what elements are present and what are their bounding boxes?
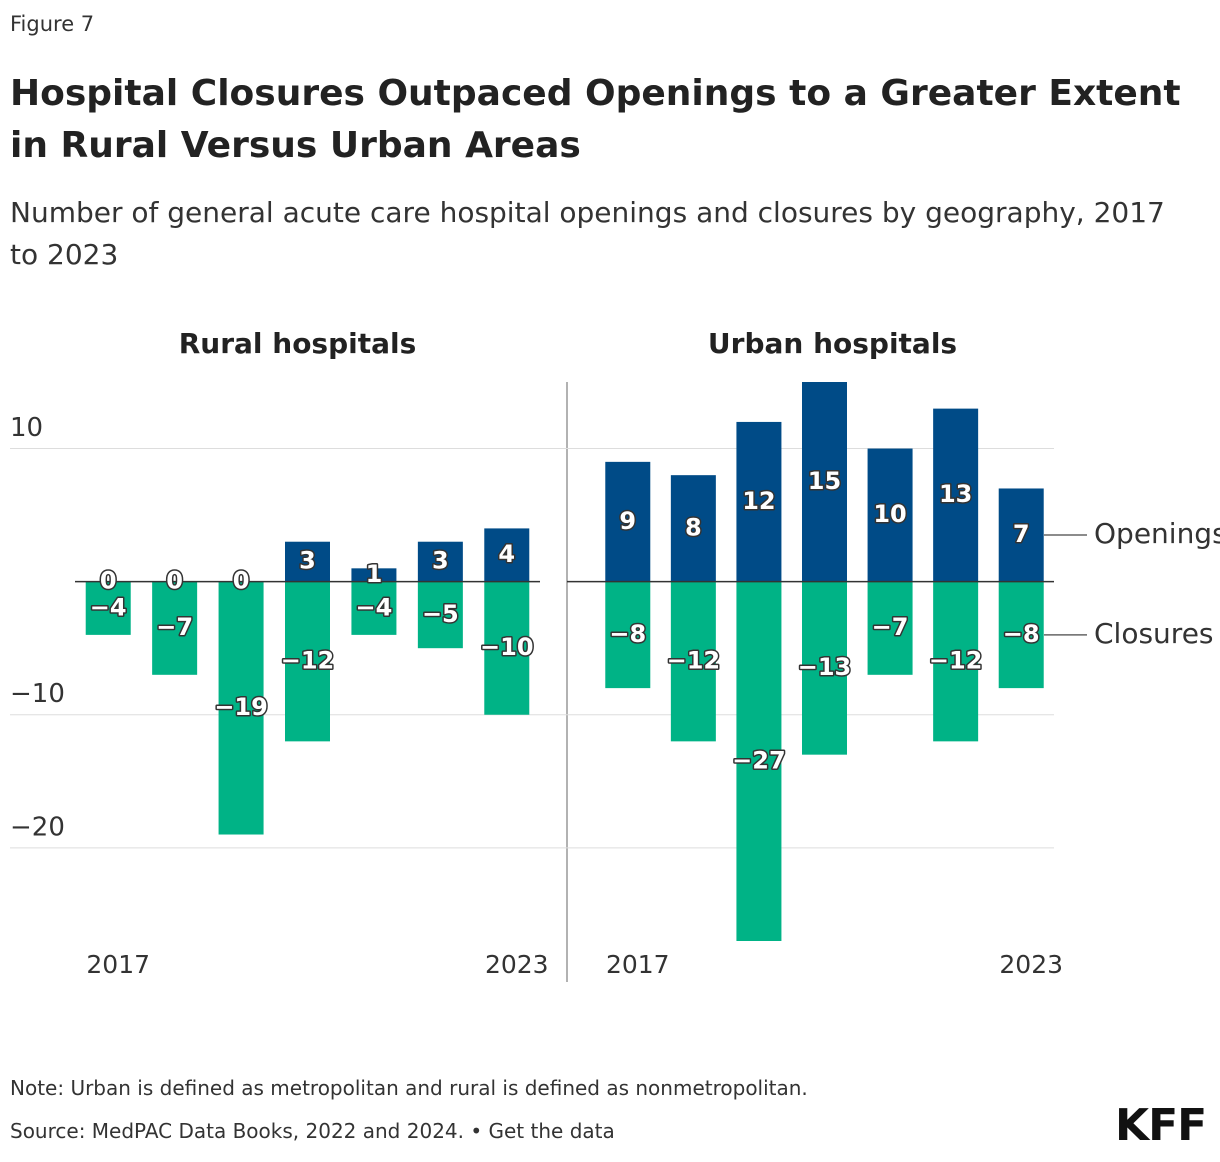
bar <box>802 382 847 582</box>
legend-label: Openings <box>1094 517 1220 550</box>
data-label: 0 <box>233 567 250 595</box>
x-tick-label: 2023 <box>485 950 549 979</box>
bar <box>670 581 716 742</box>
y-tick-label: −20 <box>10 812 65 842</box>
logo: KFF <box>1115 1100 1207 1151</box>
x-tick-label: 2023 <box>999 950 1063 979</box>
bar <box>998 581 1044 689</box>
x-tick-label: 2017 <box>86 950 150 979</box>
bar <box>417 541 463 582</box>
bar <box>285 581 330 742</box>
bar <box>736 421 782 582</box>
data-label: −8 <box>609 620 646 648</box>
bar <box>85 581 131 635</box>
data-label: −8 <box>1003 620 1040 648</box>
bar <box>351 581 397 635</box>
data-label: −7 <box>156 613 193 641</box>
data-label: −12 <box>929 647 983 675</box>
data-label: 7 <box>1013 520 1030 548</box>
panel-title: Urban hospitals <box>708 327 957 360</box>
data-label: −27 <box>732 746 786 774</box>
bar <box>484 581 530 715</box>
bar <box>605 461 651 582</box>
bar <box>867 581 913 675</box>
y-tick-label: −10 <box>10 679 65 709</box>
data-label: 3 <box>432 547 449 575</box>
panel-title: Rural hospitals <box>179 327 417 360</box>
data-label: −12 <box>667 647 721 675</box>
data-label: 12 <box>742 487 775 515</box>
bar <box>285 541 330 582</box>
data-label: 10 <box>873 500 906 528</box>
legend-label: Closures <box>1094 617 1214 650</box>
bar <box>670 475 716 582</box>
title: Hospital Closures Outpaced Openings to a… <box>10 73 1181 166</box>
bar <box>417 581 463 649</box>
source: Source: MedPAC Data Books, 2022 and 2024… <box>10 1119 615 1143</box>
data-label: −13 <box>798 653 852 681</box>
x-tick-label: 2017 <box>606 950 670 979</box>
bar <box>605 581 651 689</box>
figure-label: Figure 7 <box>10 12 95 36</box>
data-label: 15 <box>808 467 841 495</box>
data-label: −10 <box>480 633 534 661</box>
data-label: −7 <box>872 613 909 641</box>
data-label: 1 <box>366 560 383 588</box>
data-label: −5 <box>422 600 459 628</box>
bar <box>998 488 1044 582</box>
data-label: 3 <box>299 547 316 575</box>
bar <box>933 408 979 582</box>
bar <box>867 448 913 582</box>
bar <box>152 581 198 675</box>
data-label: 0 <box>166 567 183 595</box>
bar <box>218 581 264 835</box>
bar <box>736 581 782 941</box>
note: Note: Urban is defined as metropolitan a… <box>10 1076 808 1100</box>
data-label: −4 <box>356 593 393 621</box>
data-label: 0 <box>100 567 117 595</box>
data-label: −4 <box>90 593 127 621</box>
bar <box>933 581 979 742</box>
y-tick-label: 10 <box>10 413 43 443</box>
bar <box>351 568 397 582</box>
data-label: −19 <box>214 693 268 721</box>
data-label: 13 <box>939 480 972 508</box>
bar <box>484 528 530 582</box>
data-label: −12 <box>281 647 335 675</box>
data-label: 8 <box>685 513 702 541</box>
data-label: 9 <box>619 507 636 535</box>
data-label: 4 <box>498 540 515 568</box>
subtitle: Number of general acute care hospital op… <box>10 196 1165 271</box>
bar <box>802 581 847 755</box>
